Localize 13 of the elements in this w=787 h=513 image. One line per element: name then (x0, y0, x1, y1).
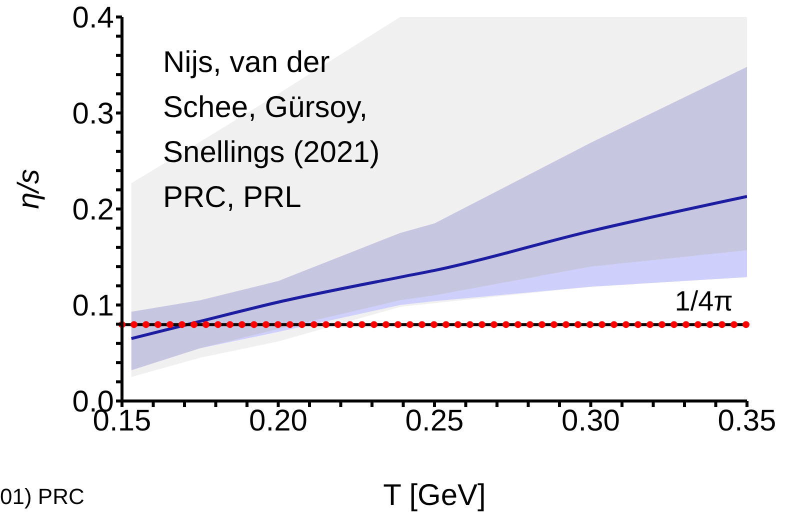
annotation: Nijs, van der Schee, Gürsoy, Snellings (2021) PRC, PRL (163, 45, 381, 216)
x-axis-title: T [GeV] (383, 479, 486, 512)
ref-line-label: 1/4π (674, 286, 733, 317)
y-tick-label: 0.4 (72, 2, 114, 35)
text: 01) PRC (0, 484, 84, 510)
y-tick-label: 0.1 (72, 290, 114, 323)
y-axis-title: η/s (12, 169, 46, 209)
y-tick-label: 0.2 (72, 194, 114, 227)
y-tick-label: 0.3 (72, 98, 114, 131)
x-tick-label: 0.25 (405, 404, 464, 438)
x-tick-label: 0.20 (249, 404, 308, 438)
x-tick-label: 0.30 (562, 404, 620, 438)
x-tick-label: 0.35 (718, 404, 776, 438)
